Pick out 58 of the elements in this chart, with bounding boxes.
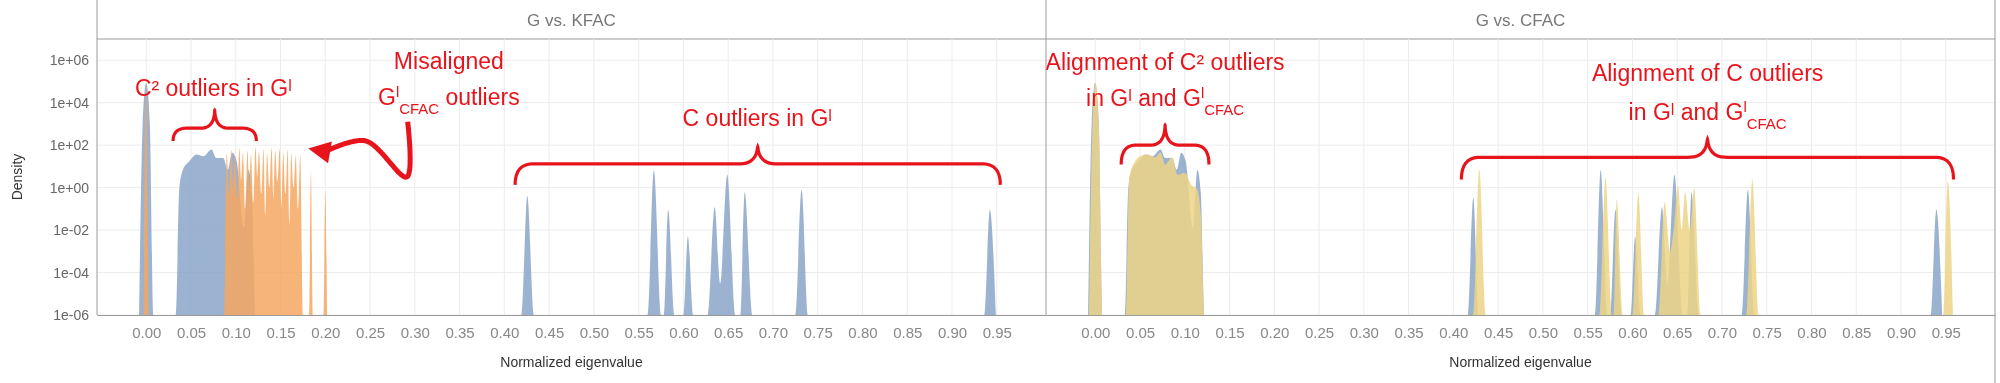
x-tick-label: 0.20	[1260, 323, 1290, 341]
x-tick-label: 0.95	[982, 323, 1012, 341]
y-tick-label: 1e+06	[49, 52, 90, 69]
x-tick-label: 0.10	[1170, 323, 1200, 341]
x-tick-label: 0.70	[758, 323, 789, 341]
x-tick-label: 0.45	[1484, 323, 1514, 341]
x-tick-label: 0.90	[937, 323, 968, 341]
x-tick-label: 0.50	[579, 323, 609, 341]
x-tick-label: 0.05	[1125, 323, 1156, 341]
annotation: Alignment of C² outliers	[1045, 49, 1285, 75]
annotation: Misaligned	[393, 47, 504, 74]
annotation: C outliers in Gˡ	[682, 105, 832, 132]
x-tick-label: 0.60	[1618, 323, 1648, 341]
y-tick-label: 1e+04	[49, 94, 90, 111]
x-tick-label: 0.85	[893, 323, 923, 341]
x-tick-label: 0.90	[1886, 323, 1917, 341]
annotation: C² outliers in Gˡ	[134, 75, 292, 102]
x-tick-label: 0.30	[400, 323, 430, 341]
y-axis-title: Density	[9, 153, 25, 201]
x-tick-label: 0.35	[1394, 323, 1424, 341]
x-tick-label: 0.00	[132, 323, 162, 341]
x-tick-label: 0.75	[1752, 323, 1782, 341]
x-tick-label: 0.15	[1215, 323, 1245, 341]
x-tick-label: 0.85	[1842, 323, 1872, 341]
x-tick-label: 0.15	[266, 323, 296, 341]
x-tick-label: 0.50	[1528, 323, 1558, 341]
x-tick-label: 0.55	[1573, 323, 1603, 341]
x-tick-label: 0.25	[1304, 323, 1335, 341]
x-tick-label: 0.40	[1439, 323, 1469, 341]
chart-title: G vs. CFAC	[1475, 11, 1566, 30]
x-tick-label: 0.25	[355, 323, 386, 341]
y-tick-label: 1e+02	[49, 137, 90, 154]
x-tick-label: 0.75	[803, 323, 833, 341]
annotation: G$^{l}$$_{CFAC}$ outliers	[378, 82, 520, 117]
x-tick-label: 0.40	[490, 323, 520, 341]
x-tick-label: 0.30	[1349, 323, 1379, 341]
x-tick-label: 0.70	[1707, 323, 1738, 341]
chart-title: G vs. KFAC	[527, 11, 616, 30]
x-tick-label: 0.35	[445, 323, 475, 341]
x-tick-label: 0.00	[1081, 323, 1111, 341]
y-tick-label: 1e-02	[53, 222, 90, 239]
x-tick-label: 0.80	[848, 323, 878, 341]
x-tick-label: 0.80	[1797, 323, 1827, 341]
x-axis-title: Normalized eigenvalue	[500, 354, 643, 370]
x-tick-label: 0.95	[1931, 323, 1961, 341]
y-tick-label: 1e-06	[53, 306, 90, 323]
y-tick-label: 1e-04	[53, 264, 90, 281]
y-tick-label: 1e+00	[49, 179, 90, 196]
x-tick-label: 0.05	[176, 323, 207, 341]
x-tick-label: 0.60	[669, 323, 699, 341]
x-tick-label: 0.20	[311, 323, 341, 341]
x-tick-label: 0.10	[221, 323, 251, 341]
annotation: Alignment of C outliers	[1591, 60, 1824, 87]
x-tick-label: 0.55	[624, 323, 654, 341]
x-tick-label: 0.65	[714, 323, 744, 341]
x-tick-label: 0.65	[1663, 323, 1693, 341]
x-axis-title: Normalized eigenvalue	[1449, 354, 1592, 370]
x-tick-label: 0.45	[535, 323, 565, 341]
